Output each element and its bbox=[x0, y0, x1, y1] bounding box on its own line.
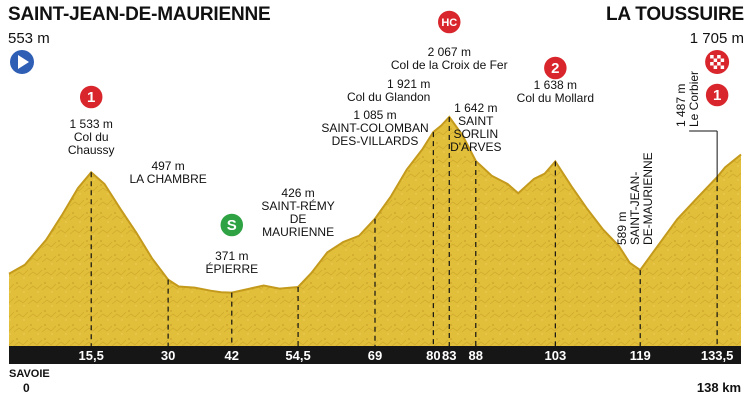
checker-square bbox=[713, 58, 718, 62]
distance-tick-label: 69 bbox=[368, 348, 382, 363]
waypoint-label: LA CHAMBRE bbox=[129, 172, 206, 186]
checker-square bbox=[720, 58, 725, 62]
badge-circle bbox=[219, 212, 245, 238]
distance-axis-bar bbox=[9, 346, 741, 364]
waypoint-label: 1 638 m bbox=[534, 78, 577, 92]
waypoint-label: 1 921 m bbox=[387, 77, 430, 91]
badge-text: 1 bbox=[87, 89, 95, 106]
waypoint-label: DE bbox=[290, 212, 307, 226]
waypoint-label: DE-MAURIENNE bbox=[641, 152, 655, 245]
waypoint-label: D'ARVES bbox=[450, 140, 501, 154]
climb-category-icon: 2 bbox=[542, 55, 569, 81]
waypoint-label: Col du bbox=[74, 130, 109, 144]
distance-tick-label: 80 bbox=[426, 348, 440, 363]
checker-square bbox=[717, 62, 721, 66]
badge-text: 1 bbox=[713, 87, 721, 104]
distance-tick-label: 54,5 bbox=[285, 348, 310, 363]
waypoint-label-group: 1 487 m Le Corbier bbox=[674, 71, 701, 127]
terrain-ridge-line bbox=[8, 115, 742, 294]
play-icon bbox=[10, 50, 34, 74]
distance-tick-label: 42 bbox=[225, 348, 239, 363]
waypoint-label: Col du Mollard bbox=[517, 91, 594, 105]
waypoint-label: 1 533 m bbox=[70, 117, 113, 131]
sprint-point-icon: S bbox=[219, 212, 245, 238]
distance-tick-label: 88 bbox=[469, 348, 483, 363]
waypoint-label: SAINT-COLOMBAN bbox=[321, 121, 428, 135]
start-town: SAINT-JEAN-DE-MAURIENNE bbox=[8, 4, 271, 25]
distance-tick-label: 83 bbox=[442, 348, 456, 363]
start-altitude: 553 m bbox=[8, 30, 50, 47]
waypoint-label: 426 m bbox=[281, 186, 314, 200]
climb-category-icon: 1 bbox=[704, 82, 730, 108]
waypoint-label: Chaussy bbox=[68, 143, 115, 157]
waypoint-label: 371 m bbox=[215, 249, 248, 263]
region-label: SAVOIE bbox=[9, 368, 50, 380]
checker-square bbox=[713, 65, 718, 69]
waypoint-label-group: 589 m SAINT-JEAN- DE-MAURIENNE bbox=[615, 152, 655, 245]
distance-tick-label: 15,5 bbox=[79, 348, 104, 363]
waypoint-label: 1 642 m bbox=[454, 101, 497, 115]
waypoint-label: SAINT bbox=[458, 114, 494, 128]
checker-square bbox=[710, 55, 714, 59]
badge-text: 2 bbox=[551, 60, 559, 77]
badge-circle bbox=[542, 55, 569, 81]
waypoint-label: 1 085 m bbox=[353, 108, 396, 122]
badge-circle bbox=[78, 84, 104, 110]
waypoint-label: 497 m bbox=[151, 159, 184, 173]
distance-tick-label: 119 bbox=[630, 348, 651, 363]
distance-tick-label: 30 bbox=[161, 348, 175, 363]
waypoint-label: SAINT-RÉMY bbox=[261, 198, 334, 213]
waypoint-label: SORLIN bbox=[453, 127, 498, 141]
start-icon-triangle bbox=[18, 55, 29, 69]
climb-category-icon: HC bbox=[436, 9, 463, 35]
waypoint-label: Col de la Croix de Fer bbox=[391, 58, 508, 72]
checker-square bbox=[717, 55, 721, 59]
waypoint-label: Col du Glandon bbox=[347, 90, 430, 104]
waypoint-label: 589 m bbox=[615, 212, 629, 245]
total-distance-label: 138 km bbox=[697, 380, 741, 395]
waypoint-label: 2 067 m bbox=[428, 45, 471, 59]
climb-category-icon: 1 bbox=[78, 84, 104, 110]
waypoint-label: ÉPIERRE bbox=[205, 261, 258, 276]
distance-tick-label: 133,5 bbox=[701, 348, 734, 363]
distance-tick-label: 103 bbox=[544, 348, 566, 363]
badge-text: S bbox=[227, 217, 237, 234]
checkered-flag-icon bbox=[705, 50, 730, 74]
waypoint-label: MAURIENNE bbox=[262, 225, 334, 239]
badge-circle bbox=[436, 9, 463, 35]
waypoint-label: 1 487 m bbox=[674, 84, 688, 127]
waypoint-label: Le Corbier bbox=[687, 71, 701, 127]
waypoint-label: SAINT-JEAN- bbox=[628, 172, 642, 245]
badge-circle bbox=[704, 82, 730, 108]
checker-square bbox=[720, 65, 725, 69]
checker-square bbox=[710, 62, 714, 66]
finish-altitude: 1 705 m bbox=[689, 30, 744, 47]
badge-text: HC bbox=[441, 17, 457, 29]
start-distance-label: 0 bbox=[23, 381, 30, 395]
finish-town: LA TOUSSUIRE bbox=[605, 4, 744, 25]
waypoint-label: DES-VILLARDS bbox=[332, 134, 419, 148]
